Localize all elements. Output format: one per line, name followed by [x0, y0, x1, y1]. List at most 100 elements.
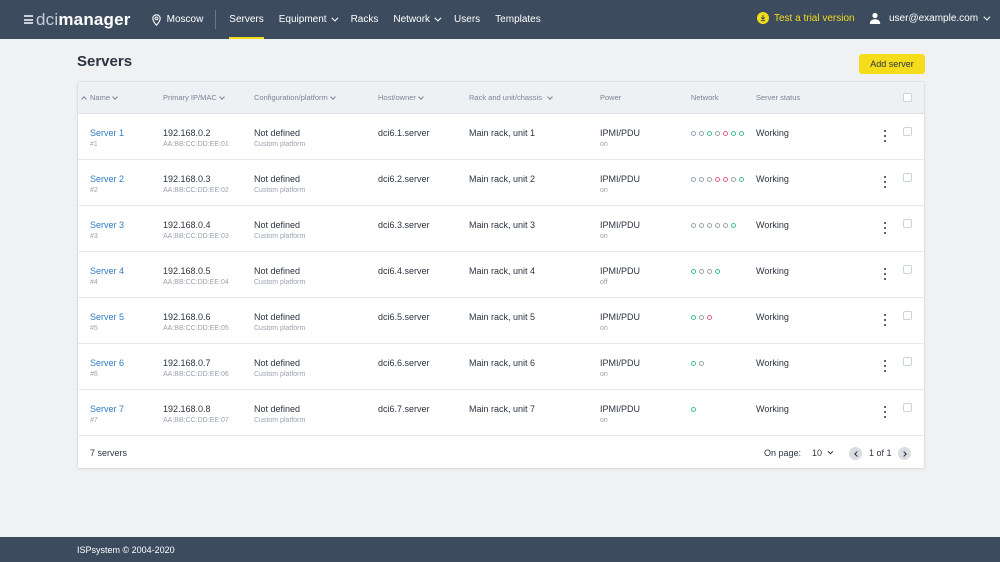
table-row[interactable]: Server 3 #3 192.168.0.4 AA:BB:CC:DD:EE:03 No… [78, 206, 924, 252]
add-server-button[interactable]: Add server [859, 54, 925, 74]
network-port-green-icon[interactable] [715, 269, 720, 274]
row-menu-icon[interactable] [883, 314, 887, 326]
network-port-gray-icon[interactable] [691, 223, 696, 228]
server-name-link[interactable]: Server 4 [90, 266, 125, 276]
row-menu-icon[interactable] [883, 222, 887, 234]
column-header-rack[interactable]: Rack and unit/chassis [469, 93, 553, 102]
chevron-down-icon [983, 13, 991, 21]
row-menu-icon[interactable] [883, 176, 887, 188]
network-port-gray-icon[interactable] [707, 177, 712, 182]
power-type: IPMI/PDU [600, 220, 641, 230]
chevron-right-icon [900, 450, 907, 457]
row-checkbox[interactable] [903, 311, 912, 320]
prev-page-button[interactable] [849, 447, 862, 460]
server-status: Working [756, 358, 789, 368]
network-port-gray-icon[interactable] [691, 131, 696, 136]
server-name-link[interactable]: Server 1 [90, 128, 125, 138]
network-port-pink-icon[interactable] [707, 315, 712, 320]
network-port-gray-icon[interactable] [699, 177, 704, 182]
network-port-gray-icon[interactable] [707, 269, 712, 274]
row-menu-icon[interactable] [883, 268, 887, 280]
network-port-gray-icon[interactable] [699, 361, 704, 366]
power-state: on [600, 141, 608, 148]
network-port-gray-icon[interactable] [699, 269, 704, 274]
network-port-pink-icon[interactable] [715, 177, 720, 182]
table-row[interactable]: Server 2 #2 192.168.0.3 AA:BB:CC:DD:EE:02 No… [78, 160, 924, 206]
network-port-pink-icon[interactable] [723, 177, 728, 182]
row-checkbox[interactable] [903, 219, 912, 228]
logo[interactable]: dcimanager [24, 0, 131, 39]
filter-chevron-icon [218, 94, 225, 100]
configuration: Not defined [254, 128, 301, 138]
host-owner: dci6.7.server [378, 404, 430, 414]
network-port-gray-icon[interactable] [699, 315, 704, 320]
table-row[interactable]: Server 7 #7 192.168.0.8 AA:BB:CC:DD:EE:07 No… [78, 390, 924, 436]
network-port-gray-icon[interactable] [707, 223, 712, 228]
server-name-link[interactable]: Server 5 [90, 312, 125, 322]
server-name-link[interactable]: Server 6 [90, 358, 125, 368]
table-footer: 7 servers On page: 10 1 of 1 [78, 436, 924, 468]
network-port-green-icon[interactable] [691, 269, 696, 274]
power-type: IPMI/PDU [600, 404, 641, 414]
trial-version-link[interactable]: Test a trial version [757, 12, 855, 24]
location-selector[interactable]: Moscow [151, 13, 203, 26]
platform: Custom platform [254, 141, 306, 148]
table-row[interactable]: Server 5 #5 192.168.0.6 AA:BB:CC:DD:EE:05 No… [78, 298, 924, 344]
nav-users[interactable]: Users [454, 14, 481, 25]
filter-chevron-icon [547, 94, 553, 100]
server-id: #3 [90, 233, 98, 240]
network-ports [691, 315, 745, 320]
power-state: on [600, 371, 608, 378]
select-all-checkbox[interactable] [903, 93, 912, 102]
row-checkbox[interactable] [903, 173, 912, 182]
network-port-gray-icon[interactable] [699, 223, 704, 228]
row-menu-icon[interactable] [883, 360, 887, 372]
row-checkbox[interactable] [903, 127, 912, 136]
network-port-green-icon[interactable] [691, 407, 696, 412]
nav-servers[interactable]: Servers [229, 0, 265, 39]
column-header-power: Power [600, 93, 622, 102]
network-port-green-icon[interactable] [739, 177, 744, 182]
nav-racks[interactable]: Racks [350, 14, 379, 25]
network-port-green-icon[interactable] [731, 223, 736, 228]
header-divider [215, 10, 217, 29]
row-checkbox[interactable] [903, 357, 912, 366]
network-port-green-icon[interactable] [731, 131, 736, 136]
server-id: #2 [90, 187, 98, 194]
network-port-gray-icon[interactable] [715, 223, 720, 228]
network-port-green-icon[interactable] [707, 131, 712, 136]
network-port-green-icon[interactable] [691, 315, 696, 320]
nav-templates[interactable]: Templates [495, 14, 541, 25]
table-row[interactable]: Server 1 #1 192.168.0.2 AA:BB:CC:DD:EE:01 No… [78, 114, 924, 160]
column-header-ip[interactable]: Primary IP/MAC [163, 93, 225, 102]
network-port-green-icon[interactable] [739, 131, 744, 136]
per-page-select[interactable]: 10 [812, 448, 834, 458]
user-menu[interactable]: user@example.com [869, 12, 991, 24]
network-port-gray-icon[interactable] [715, 131, 720, 136]
network-port-pink-icon[interactable] [723, 131, 728, 136]
network-port-green-icon[interactable] [691, 361, 696, 366]
nav-network[interactable]: Network [393, 0, 442, 39]
next-page-button[interactable] [898, 447, 911, 460]
table-row[interactable]: Server 6 #6 192.168.0.7 AA:BB:CC:DD:EE:06 No… [78, 344, 924, 390]
row-menu-icon[interactable] [883, 406, 887, 418]
server-id: #1 [90, 141, 98, 148]
server-id: #4 [90, 279, 98, 286]
server-status: Working [756, 174, 789, 184]
server-name-link[interactable]: Server 3 [90, 220, 125, 230]
row-checkbox[interactable] [903, 403, 912, 412]
rack-unit: Main rack, unit 4 [469, 266, 536, 276]
row-menu-icon[interactable] [883, 130, 887, 142]
table-row[interactable]: Server 4 #4 192.168.0.5 AA:BB:CC:DD:EE:04 No… [78, 252, 924, 298]
nav-equipment[interactable]: Equipment [279, 0, 339, 39]
network-port-gray-icon[interactable] [691, 177, 696, 182]
column-header-name[interactable]: Name [81, 93, 118, 102]
row-checkbox[interactable] [903, 265, 912, 274]
server-name-link[interactable]: Server 2 [90, 174, 125, 184]
network-port-gray-icon[interactable] [731, 177, 736, 182]
column-header-host[interactable]: Host/owner [378, 93, 424, 102]
network-port-gray-icon[interactable] [723, 223, 728, 228]
column-header-config[interactable]: Configuration/platform [254, 93, 336, 102]
server-name-link[interactable]: Server 7 [90, 404, 125, 414]
network-port-gray-icon[interactable] [699, 131, 704, 136]
